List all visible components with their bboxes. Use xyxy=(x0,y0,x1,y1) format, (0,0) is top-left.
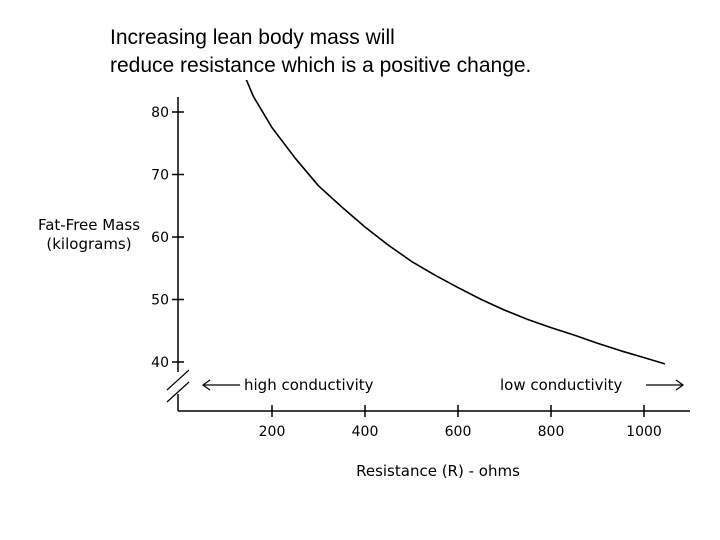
arrow-right-head xyxy=(675,379,685,391)
y-tick-label: 60 xyxy=(151,230,169,246)
caption-line-1: Increasing lean body mass will xyxy=(110,26,395,49)
annotation-high-conductivity: high conductivity xyxy=(201,376,374,394)
x-tick-label: 200 xyxy=(259,424,286,440)
series-line xyxy=(245,80,666,365)
y-tick-label: 70 xyxy=(151,168,169,184)
y-tick-label: 50 xyxy=(151,293,169,309)
caption-line-2: reduce resistance which is a positive ch… xyxy=(110,54,532,77)
x-axis-label: Resistance (R) - ohms xyxy=(356,462,520,480)
y-tick-label: 40 xyxy=(151,355,169,371)
x-tick-label: 1000 xyxy=(626,424,662,440)
arrow-left-head xyxy=(201,379,211,391)
x-tick-label: 800 xyxy=(538,424,565,440)
axis-break-mark xyxy=(166,381,190,403)
caption: Increasing lean body mass will reduce re… xyxy=(110,24,531,80)
y-axis-label-line-1: Fat-Free Mass xyxy=(38,216,140,234)
x-tick-label: 600 xyxy=(445,424,472,440)
x-tick-label: 400 xyxy=(352,424,379,440)
x-axis: 200 400 600 800 1000 xyxy=(178,405,690,440)
y-tick-label: 80 xyxy=(151,105,169,121)
low-conductivity-label: low conductivity xyxy=(500,376,623,394)
y-axis: 40 50 60 70 80 xyxy=(151,97,190,411)
high-conductivity-label: high conductivity xyxy=(244,376,374,394)
annotation-low-conductivity: low conductivity xyxy=(500,376,685,394)
y-axis-label-line-2: (kilograms) xyxy=(46,235,131,253)
axis-break-mark xyxy=(166,369,190,391)
